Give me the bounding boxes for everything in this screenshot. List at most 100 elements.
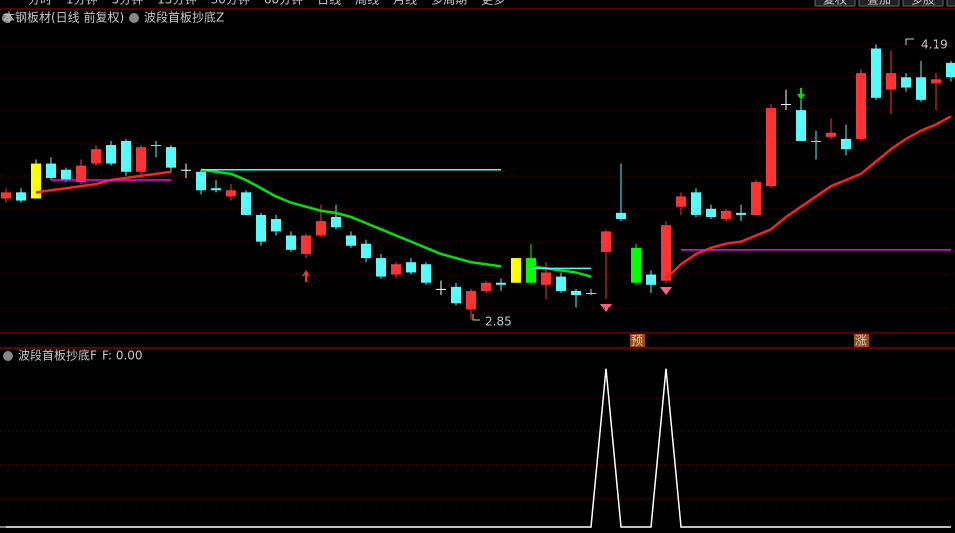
candle-body — [871, 48, 881, 98]
toolbar-button-label[interactable]: 叠加 — [867, 0, 891, 7]
candle-body — [766, 108, 776, 187]
signal-arrow-down — [797, 88, 805, 100]
toolbar-button[interactable] — [946, 0, 955, 7]
indicator-line — [35, 115, 952, 280]
candle-body — [406, 262, 416, 273]
tag-yu: 预 — [631, 334, 643, 348]
toolbar-tab[interactable]: 月线 — [393, 0, 417, 7]
tag-box — [630, 334, 645, 347]
toolbar-button[interactable] — [858, 0, 900, 7]
candle-body — [361, 243, 371, 259]
candle-body — [451, 286, 461, 304]
candle-body — [646, 274, 656, 285]
toolbar-tab[interactable]: 1分钟 — [66, 0, 98, 7]
candle-body — [376, 258, 386, 277]
candle-body — [526, 258, 536, 283]
candle-body — [496, 282, 506, 285]
candle-body — [211, 188, 221, 191]
menu-icon[interactable] — [2, 13, 12, 23]
candle-body — [841, 138, 851, 150]
toolbar-button-label[interactable]: 多股 — [911, 0, 935, 7]
toolbar-tab[interactable]: 更多 — [481, 0, 505, 7]
candle-body — [781, 103, 791, 105]
indicator-icon[interactable] — [129, 13, 139, 23]
candle-body — [46, 163, 56, 178]
toolbar-tab[interactable]: 30分钟 — [211, 0, 250, 7]
candle-body — [421, 264, 431, 283]
candle-body — [241, 192, 251, 215]
candle-body — [226, 190, 236, 197]
candle-body — [481, 282, 491, 291]
candle-body — [601, 231, 611, 252]
candle-body — [706, 208, 716, 217]
candle-body — [31, 163, 41, 199]
high-pointer — [905, 38, 914, 45]
candle-body — [16, 192, 26, 201]
plot — [0, 43, 955, 528]
signal-gem — [600, 304, 612, 312]
indicator-line — [201, 168, 591, 270]
toolbar-button[interactable] — [902, 0, 944, 7]
candle-body — [436, 288, 446, 290]
candle-body — [811, 140, 821, 142]
signal-arrow-up — [302, 270, 310, 282]
candle-body — [661, 225, 671, 281]
toolbar-button[interactable] — [814, 0, 856, 7]
candle-body — [856, 73, 866, 139]
low-pointer — [472, 314, 480, 321]
indicator-line — [51, 179, 951, 251]
candle-body — [466, 290, 476, 310]
candle-body — [121, 140, 131, 172]
candle-body — [556, 276, 566, 291]
candle-body — [196, 171, 206, 191]
candle-body — [691, 192, 701, 215]
tag-zhang: 涨 — [855, 333, 867, 348]
toolbar-tab[interactable]: 多周期 — [431, 0, 467, 7]
candle-body — [106, 145, 116, 164]
candle-body — [541, 272, 551, 285]
candle-body — [946, 62, 955, 78]
toolbar-tab[interactable]: 日线 — [317, 0, 341, 7]
candle-body — [151, 145, 161, 147]
candle-body — [721, 210, 731, 220]
toolbar-tab[interactable]: 15分钟 — [157, 0, 196, 7]
signal-line — [6, 368, 951, 528]
candle-body — [136, 147, 146, 172]
toolbar-button-label[interactable]: 复权 — [823, 0, 847, 7]
candle-body — [886, 73, 896, 90]
candle-body — [256, 214, 266, 242]
candle-body — [316, 221, 326, 236]
candle-body — [511, 258, 521, 283]
candle-body — [676, 196, 686, 207]
candle-body — [181, 169, 191, 171]
indicator-name: 波段首板抄底Z — [144, 10, 224, 25]
candle-body — [91, 149, 101, 164]
signal-gem — [660, 287, 672, 295]
indicator-icon[interactable] — [3, 351, 13, 361]
candle-body — [931, 79, 941, 84]
toolbar-tab[interactable]: 60分钟 — [264, 0, 303, 7]
candle-body — [1, 192, 11, 199]
candle-body — [331, 216, 341, 228]
candle-body — [166, 147, 176, 168]
candle-body — [346, 235, 356, 246]
high-label: 4.19 — [921, 38, 948, 52]
toolbar-tab[interactable]: 5分钟 — [112, 0, 144, 7]
candle-body — [286, 235, 296, 250]
candle-body — [916, 77, 926, 100]
candle-body — [391, 264, 401, 275]
sub-title: 波段首板抄底F — [18, 348, 97, 363]
candle-body — [571, 290, 581, 296]
candle-body — [751, 182, 761, 215]
candle-body — [826, 132, 836, 137]
toolbar-tab[interactable]: 周线 — [355, 0, 379, 7]
candle-body — [271, 219, 281, 232]
tag-box — [854, 334, 869, 347]
toolbar: 分时1分钟5分钟15分钟30分钟60分钟日线周线月线多周期更多复权叠加多股统计 — [28, 0, 955, 7]
candle-body — [586, 293, 596, 295]
toolbar-tab[interactable]: 分时 — [28, 0, 52, 7]
sub-legend: F: 0.00 — [102, 349, 143, 363]
candle-body — [76, 165, 86, 183]
